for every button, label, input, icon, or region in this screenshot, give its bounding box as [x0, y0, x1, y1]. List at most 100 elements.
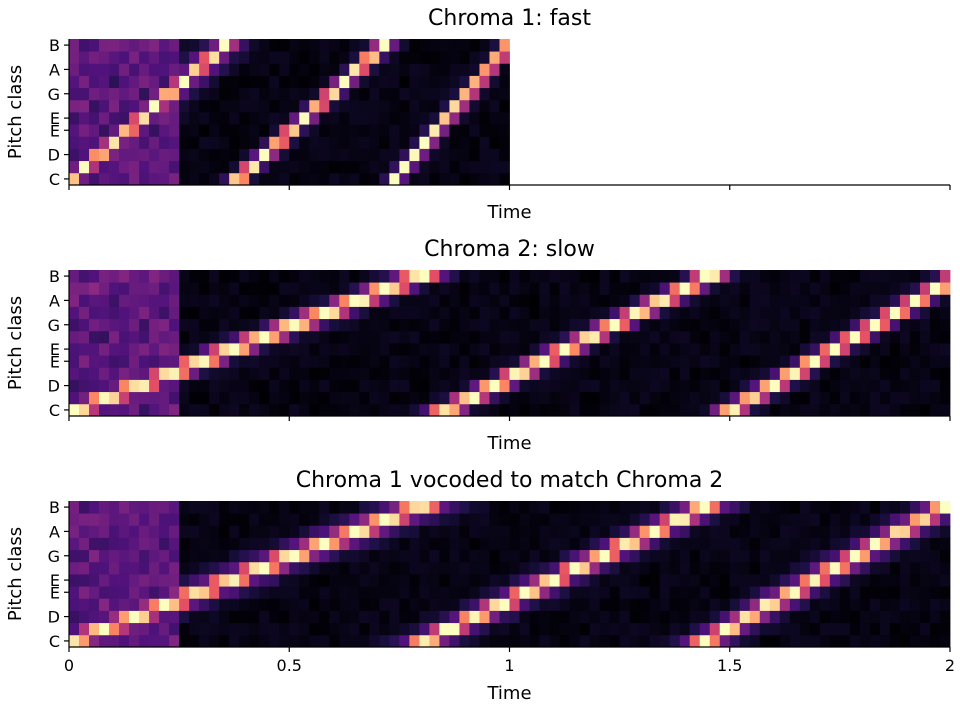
heatmap-cell [169, 294, 180, 307]
heatmap-cell [99, 63, 110, 76]
heatmap-cell [69, 172, 80, 186]
heatmap-cell [769, 586, 781, 599]
heatmap-cell [279, 501, 290, 514]
heatmap-cell [679, 330, 691, 344]
heatmap-cell [439, 622, 450, 636]
heatmap-cell [119, 51, 130, 64]
heatmap-cell [739, 574, 751, 587]
heatmap-cell [599, 367, 611, 380]
heatmap-cell [329, 63, 340, 76]
heatmap-cell [419, 75, 430, 89]
heatmap-cell [149, 51, 160, 64]
heatmap-cell [149, 525, 160, 538]
heatmap-cell [439, 282, 450, 295]
heatmap-cell [889, 537, 901, 551]
heatmap-cell [619, 634, 631, 648]
heatmap-cell [89, 634, 100, 648]
y-tick-label: D [48, 608, 60, 627]
heatmap-cell [189, 355, 200, 368]
heatmap-cell [339, 112, 350, 125]
heatmap-cell [579, 306, 590, 320]
heatmap-cell [889, 330, 901, 344]
heatmap-cell [289, 270, 300, 283]
heatmap-cell [889, 561, 901, 575]
heatmap-cell [109, 306, 120, 320]
heatmap-cell [279, 343, 290, 356]
heatmap-cell [329, 586, 340, 599]
heatmap-cell [519, 586, 530, 599]
heatmap-cell [479, 87, 490, 101]
heatmap-cell [839, 343, 851, 356]
heatmap-cell [209, 501, 220, 514]
heatmap-cell [549, 549, 560, 563]
heatmap-cell [279, 367, 290, 380]
heatmap-cell [629, 294, 641, 307]
heatmap-cell [399, 99, 410, 113]
heatmap-cell [899, 367, 911, 380]
heatmap-cell [159, 367, 170, 380]
heatmap-cell [139, 343, 150, 356]
heatmap-cell [909, 270, 921, 283]
heatmap-cell [759, 355, 771, 368]
heatmap-cell [139, 586, 150, 599]
heatmap-cell [279, 294, 290, 307]
heatmap-cell [139, 355, 150, 368]
heatmap-cell [389, 501, 400, 514]
heatmap-cell [89, 63, 100, 76]
heatmap-cell [149, 148, 160, 162]
heatmap-cell [389, 586, 400, 599]
heatmap-cell [299, 403, 310, 417]
heatmap-cell [459, 160, 470, 174]
heatmap-cell [779, 343, 791, 356]
heatmap-cell [689, 561, 701, 575]
heatmap-cell [169, 574, 180, 587]
heatmap-cell [569, 634, 580, 648]
heatmap-cell [339, 330, 350, 344]
heatmap-cell [219, 39, 230, 52]
heatmap-cell [159, 513, 170, 526]
heatmap-cell [599, 574, 611, 587]
heatmap-cell [749, 270, 761, 283]
heatmap-cell [429, 318, 440, 332]
heatmap-cell [789, 306, 801, 320]
heatmap-cell [469, 525, 480, 538]
heatmap-cell [379, 270, 390, 283]
heatmap-cell [939, 270, 951, 283]
heatmap-cell [809, 513, 821, 526]
heatmap-cell [449, 39, 460, 52]
heatmap-cell [499, 549, 510, 563]
heatmap-cell [219, 124, 230, 137]
heatmap-cell [309, 63, 320, 76]
heatmap-cell [599, 343, 611, 356]
heatmap-cell [359, 610, 370, 624]
heatmap-cell [609, 343, 621, 356]
heatmap-cell [399, 379, 410, 393]
heatmap-cell [149, 330, 160, 344]
heatmap-cell [819, 355, 831, 368]
heatmap-cell [359, 172, 370, 186]
heatmap-cell [379, 306, 390, 320]
heatmap-cell [529, 330, 540, 344]
panel-title: Chroma 2: slow [424, 237, 595, 262]
heatmap-cell [669, 574, 681, 587]
heatmap-cell [149, 622, 160, 636]
heatmap-cell [199, 513, 210, 526]
heatmap-cell [489, 574, 500, 587]
heatmap-cell [319, 160, 330, 174]
heatmap-cell [629, 574, 641, 587]
heatmap-cell [679, 561, 691, 575]
heatmap-cell [379, 367, 390, 380]
heatmap-cell [319, 525, 330, 538]
heatmap-cell [809, 270, 821, 283]
heatmap-cell [69, 549, 80, 563]
heatmap-cell [369, 39, 380, 52]
heatmap-cell [919, 561, 931, 575]
heatmap-cell [119, 318, 130, 332]
heatmap-cell [529, 525, 540, 538]
heatmap-cell [729, 586, 741, 599]
heatmap-cell [109, 501, 120, 514]
heatmap-cell [259, 343, 270, 356]
heatmap-cell [399, 136, 410, 149]
heatmap-cell [409, 87, 420, 101]
heatmap-cell [249, 112, 260, 125]
